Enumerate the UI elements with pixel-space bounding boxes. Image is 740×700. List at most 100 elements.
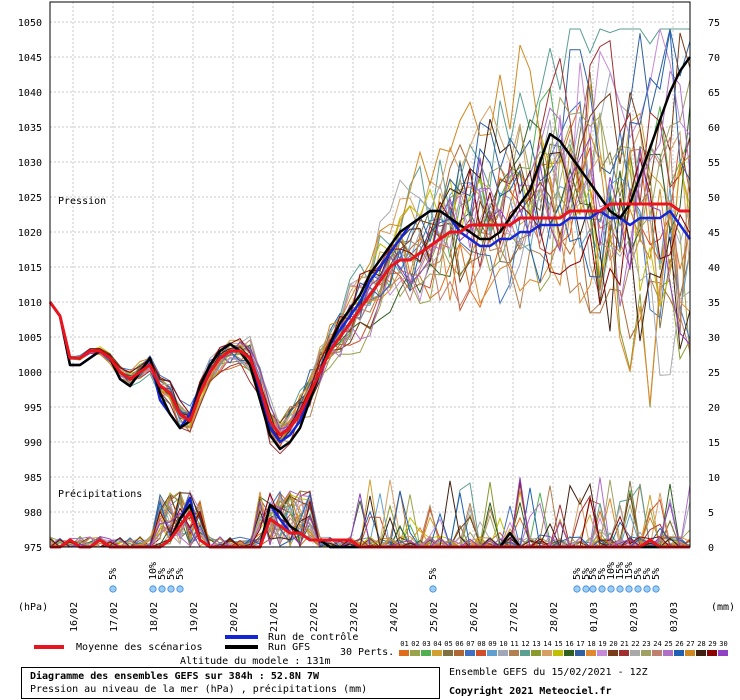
pert-legend-item: 08 bbox=[476, 640, 487, 656]
snowflake-icon bbox=[109, 585, 117, 593]
pert-number: 07 bbox=[466, 640, 475, 648]
pert-color-swatch bbox=[498, 650, 508, 656]
pert-color-swatch bbox=[399, 650, 409, 656]
pression-label: Pression bbox=[58, 196, 106, 207]
y-left-tick: 1040 bbox=[18, 88, 42, 99]
pert-legend-item: 10 bbox=[498, 640, 509, 656]
y-left-tick: 1010 bbox=[18, 298, 42, 309]
pert-legend-item: 15 bbox=[553, 640, 564, 656]
x-tick-label: 28/02 bbox=[549, 602, 560, 632]
pert-color-swatch bbox=[696, 650, 706, 656]
x-tick-label: 19/02 bbox=[189, 602, 200, 632]
pert-color-swatch bbox=[718, 650, 728, 656]
pert-number: 09 bbox=[488, 640, 497, 648]
pert-color-swatch bbox=[597, 650, 607, 656]
pert-legend-item: 24 bbox=[652, 640, 663, 656]
y-left-tick: 1020 bbox=[18, 228, 42, 239]
pert-pressure-line bbox=[49, 157, 691, 440]
pert-legend-item: 13 bbox=[531, 640, 542, 656]
pert-legend-item: 07 bbox=[465, 640, 476, 656]
perts-label: 30 Perts. bbox=[340, 647, 395, 658]
y-right-tick: 45 bbox=[708, 228, 720, 239]
pert-number: 23 bbox=[642, 640, 651, 648]
snowflake-icon bbox=[573, 585, 581, 593]
y-right-tick: 55 bbox=[708, 158, 720, 169]
pert-color-swatch bbox=[608, 650, 618, 656]
pert-number: 22 bbox=[631, 640, 640, 648]
pert-number: 16 bbox=[565, 640, 574, 648]
y-left-tick: 1050 bbox=[18, 18, 42, 29]
y-left-tick: 1005 bbox=[18, 333, 42, 344]
precip-label: Précipitations bbox=[58, 488, 142, 500]
pert-legend-item: 29 bbox=[707, 640, 718, 656]
snowflake-icon bbox=[634, 585, 642, 593]
x-tick-label: 20/02 bbox=[229, 602, 240, 632]
pert-pressure-line bbox=[49, 79, 691, 429]
pert-number: 18 bbox=[587, 640, 596, 648]
legend-mean: Moyenne des scénarios bbox=[34, 642, 202, 653]
pert-number: 05 bbox=[444, 640, 453, 648]
pert-legend-item: 21 bbox=[619, 640, 630, 656]
pert-color-swatch bbox=[707, 650, 717, 656]
pert-legend-item: 11 bbox=[509, 640, 520, 656]
altitude-label: Altitude du modele : 131m bbox=[180, 656, 331, 667]
snowflake-icon bbox=[176, 585, 184, 593]
pert-number: 01 bbox=[400, 640, 409, 648]
pert-legend-item: 27 bbox=[685, 640, 696, 656]
pert-color-swatch bbox=[531, 650, 541, 656]
pert-color-swatch bbox=[542, 650, 552, 656]
y-right-tick: 70 bbox=[708, 53, 720, 64]
footer-subtitle: Pression au niveau de la mer (hPa) , pré… bbox=[30, 684, 368, 695]
x-tick-label: 21/02 bbox=[269, 602, 280, 632]
mean-swatch bbox=[34, 645, 64, 649]
y-right-tick: 10 bbox=[708, 473, 720, 484]
pert-legend-item: 05 bbox=[443, 640, 454, 656]
pert-color-swatch bbox=[685, 650, 695, 656]
pert-legend-item: 17 bbox=[575, 640, 586, 656]
y-right-tick: 60 bbox=[708, 123, 720, 134]
series-pressure-line bbox=[48, 209, 692, 444]
gfs-swatch bbox=[225, 645, 258, 649]
pert-color-swatch bbox=[630, 650, 640, 656]
snow-percent-label: 15% bbox=[624, 562, 635, 580]
legend-gfs: Run GFS bbox=[225, 642, 310, 653]
pert-legend-item: 01 bbox=[399, 640, 410, 656]
pert-number: 26 bbox=[675, 640, 684, 648]
pert-number: 17 bbox=[576, 640, 585, 648]
x-tick-label: 24/02 bbox=[389, 602, 400, 632]
snow-percent-label: 5% bbox=[588, 568, 599, 580]
pert-legend-item: 14 bbox=[542, 640, 553, 656]
pert-pressure-line bbox=[49, 71, 691, 443]
pert-color-swatch bbox=[509, 650, 519, 656]
pert-number: 13 bbox=[532, 640, 541, 648]
pert-precip-line bbox=[49, 480, 690, 549]
pert-color-swatch bbox=[465, 650, 475, 656]
pert-legend-item: 18 bbox=[586, 640, 597, 656]
snow-percent-label: 5% bbox=[175, 568, 186, 580]
y-left-tick: 1000 bbox=[18, 368, 42, 379]
snowflake-icon bbox=[158, 585, 166, 593]
x-tick-label: 22/02 bbox=[309, 602, 320, 632]
pert-number: 29 bbox=[708, 640, 717, 648]
y-left-tick: 995 bbox=[24, 403, 42, 414]
snowflake-icon bbox=[582, 585, 590, 593]
pert-number: 15 bbox=[554, 640, 563, 648]
snow-percent-label: 15% bbox=[615, 562, 626, 580]
snow-percent-label: 5% bbox=[633, 568, 644, 580]
x-tick-label: 17/02 bbox=[109, 602, 120, 632]
snow-percent-label: 10% bbox=[148, 562, 159, 580]
snow-percent-label: 5% bbox=[108, 568, 119, 580]
pert-legend-item: 25 bbox=[663, 640, 674, 656]
pert-legend-item: 26 bbox=[674, 640, 685, 656]
y-right-unit: (mm) bbox=[711, 602, 735, 613]
snowflake-icon bbox=[167, 585, 175, 593]
pert-number: 03 bbox=[422, 640, 431, 648]
pert-color-swatch bbox=[674, 650, 684, 656]
snow-percent-label: 5% bbox=[597, 568, 608, 580]
snow-percent-label: 5% bbox=[428, 568, 439, 580]
y-left-tick: 1030 bbox=[18, 158, 42, 169]
pert-color-swatch bbox=[421, 650, 431, 656]
y-left-tick: 990 bbox=[24, 438, 42, 449]
pert-legend-item: 22 bbox=[630, 640, 641, 656]
y-right-tick: 25 bbox=[708, 368, 720, 379]
